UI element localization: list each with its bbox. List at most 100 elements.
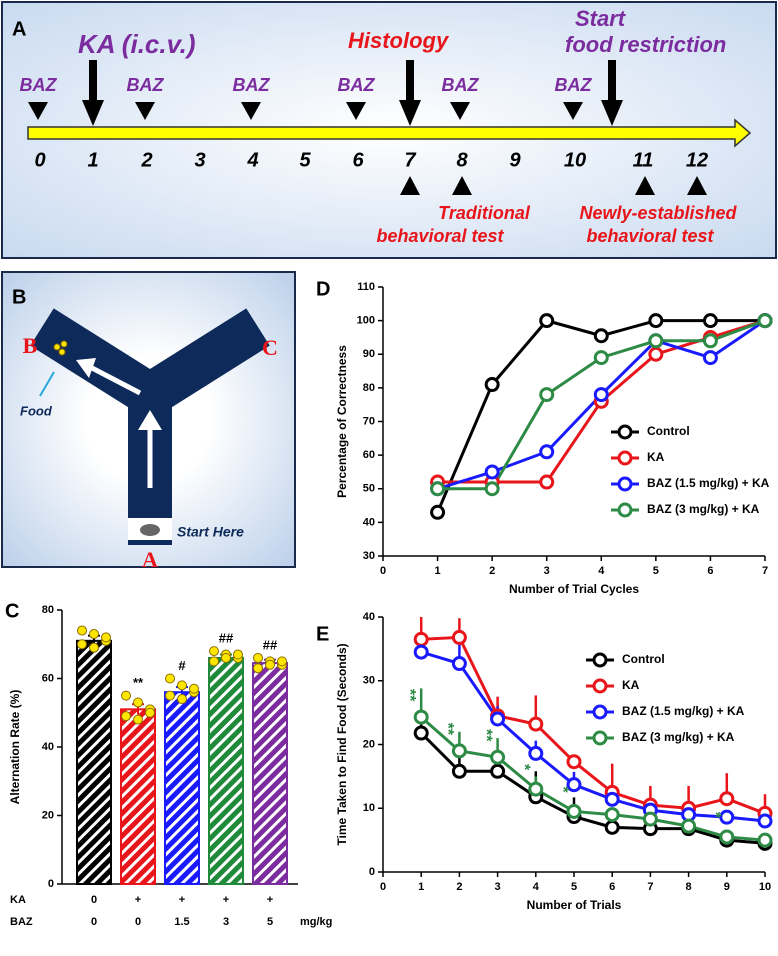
data-point <box>484 377 500 393</box>
y-tick-label: 30 <box>363 550 375 562</box>
data-point <box>145 707 155 718</box>
y-tick-label: 90 <box>363 348 375 360</box>
data-point <box>121 690 131 701</box>
data-point <box>528 716 544 732</box>
test-label: behavioral test <box>376 226 504 246</box>
food-pointer <box>39 371 55 397</box>
food-label: Start <box>575 6 627 31</box>
baz-label: BAZ <box>127 75 165 95</box>
baz-label: 1.5 <box>174 916 189 928</box>
data-point <box>604 791 620 807</box>
data-point <box>642 811 658 827</box>
data-point <box>757 832 773 848</box>
day-label: 7 <box>404 149 416 171</box>
legend-swatch <box>617 424 633 440</box>
test-marker <box>687 176 707 195</box>
data-point <box>451 743 467 759</box>
legend-label: Control <box>622 652 665 666</box>
data-point <box>265 659 275 670</box>
day-label: 9 <box>509 149 521 171</box>
data-point <box>539 313 555 329</box>
data-point <box>413 631 429 647</box>
significance: ** <box>133 675 144 690</box>
data-point <box>757 313 773 329</box>
data-point <box>133 714 143 725</box>
data-point <box>451 763 467 779</box>
arm-label: C <box>262 335 278 360</box>
data-point <box>277 656 287 667</box>
y-tick-label: 110 <box>357 281 375 293</box>
legend-swatch <box>617 476 633 492</box>
x-tick-label: 3 <box>544 565 550 577</box>
ka-label: + <box>179 894 185 906</box>
data-point <box>177 694 187 705</box>
series-line <box>420 650 766 823</box>
baz-label: 5 <box>267 916 273 928</box>
data-point <box>221 652 231 663</box>
x-tick-label: 10 <box>759 881 771 893</box>
x-tick-label: 0 <box>380 881 386 893</box>
maze-panel: B Food Start Here A B C <box>1 271 296 572</box>
data-point <box>451 656 467 672</box>
x-tick-label: 9 <box>724 881 730 893</box>
x-tick-label: 6 <box>609 881 615 893</box>
bar <box>208 656 244 886</box>
significance: ## <box>219 631 234 646</box>
data-point <box>413 709 429 725</box>
data-point <box>566 754 582 770</box>
test-label: Newly-established <box>579 203 737 223</box>
significance: ** <box>477 729 494 742</box>
panel-label: E <box>316 623 329 645</box>
y-axis-title: Percentage of Correctness <box>335 345 349 498</box>
legend-label: BAZ (3 mg/kg) + KA <box>622 730 735 744</box>
test-marker <box>452 176 472 195</box>
y-tick-label: 60 <box>363 449 375 461</box>
baz-label: BAZ <box>338 75 376 95</box>
baz-marker <box>241 102 261 120</box>
event-arrow <box>82 60 104 126</box>
data-point <box>253 652 263 663</box>
legend-label: BAZ (1.5 mg/kg) + KA <box>622 704 745 718</box>
day-label: 1 <box>87 149 98 171</box>
data-point <box>719 809 735 825</box>
legend-swatch <box>617 450 633 466</box>
significance: # <box>178 658 186 673</box>
baz-label: 0 <box>91 916 97 928</box>
significance: ** <box>439 723 456 736</box>
data-point <box>209 646 219 657</box>
data-point <box>566 803 582 819</box>
test-label: behavioral test <box>586 226 714 246</box>
data-point <box>430 504 446 520</box>
y-tick-label: 20 <box>42 809 54 821</box>
y-tick-label: 50 <box>363 483 375 495</box>
food-label: Food <box>20 403 53 418</box>
x-tick-label: 1 <box>418 881 424 893</box>
legend-label: Control <box>647 424 690 438</box>
data-point <box>101 632 111 643</box>
bar <box>120 708 156 886</box>
significance: ** <box>401 689 418 702</box>
data-point <box>593 387 609 403</box>
data-point <box>604 807 620 823</box>
data-point <box>490 749 506 765</box>
baz-label: 0 <box>135 916 141 928</box>
significance: * <box>707 812 724 819</box>
legend-label: KA <box>647 450 665 464</box>
data-point <box>233 649 243 660</box>
y-tick-label: 60 <box>42 672 54 684</box>
y-tick-label: 80 <box>42 604 54 616</box>
series-line <box>420 715 766 842</box>
x-tick-label: 8 <box>686 881 692 893</box>
y-tick-label: 30 <box>363 675 375 687</box>
legend-label: BAZ (1.5 mg/kg) + KA <box>647 476 770 490</box>
day-label: 6 <box>352 149 364 171</box>
path-arrow <box>90 365 142 396</box>
path-arrow <box>76 358 96 378</box>
y-tick-label: 10 <box>363 802 375 814</box>
timeline-panel: A KA (i.c.v.) Histology Start food restr… <box>1 1 777 259</box>
y-tick-label: 100 <box>357 315 375 327</box>
data-point <box>77 639 87 650</box>
data-point <box>89 628 99 639</box>
start-label: Start Here <box>177 524 244 540</box>
